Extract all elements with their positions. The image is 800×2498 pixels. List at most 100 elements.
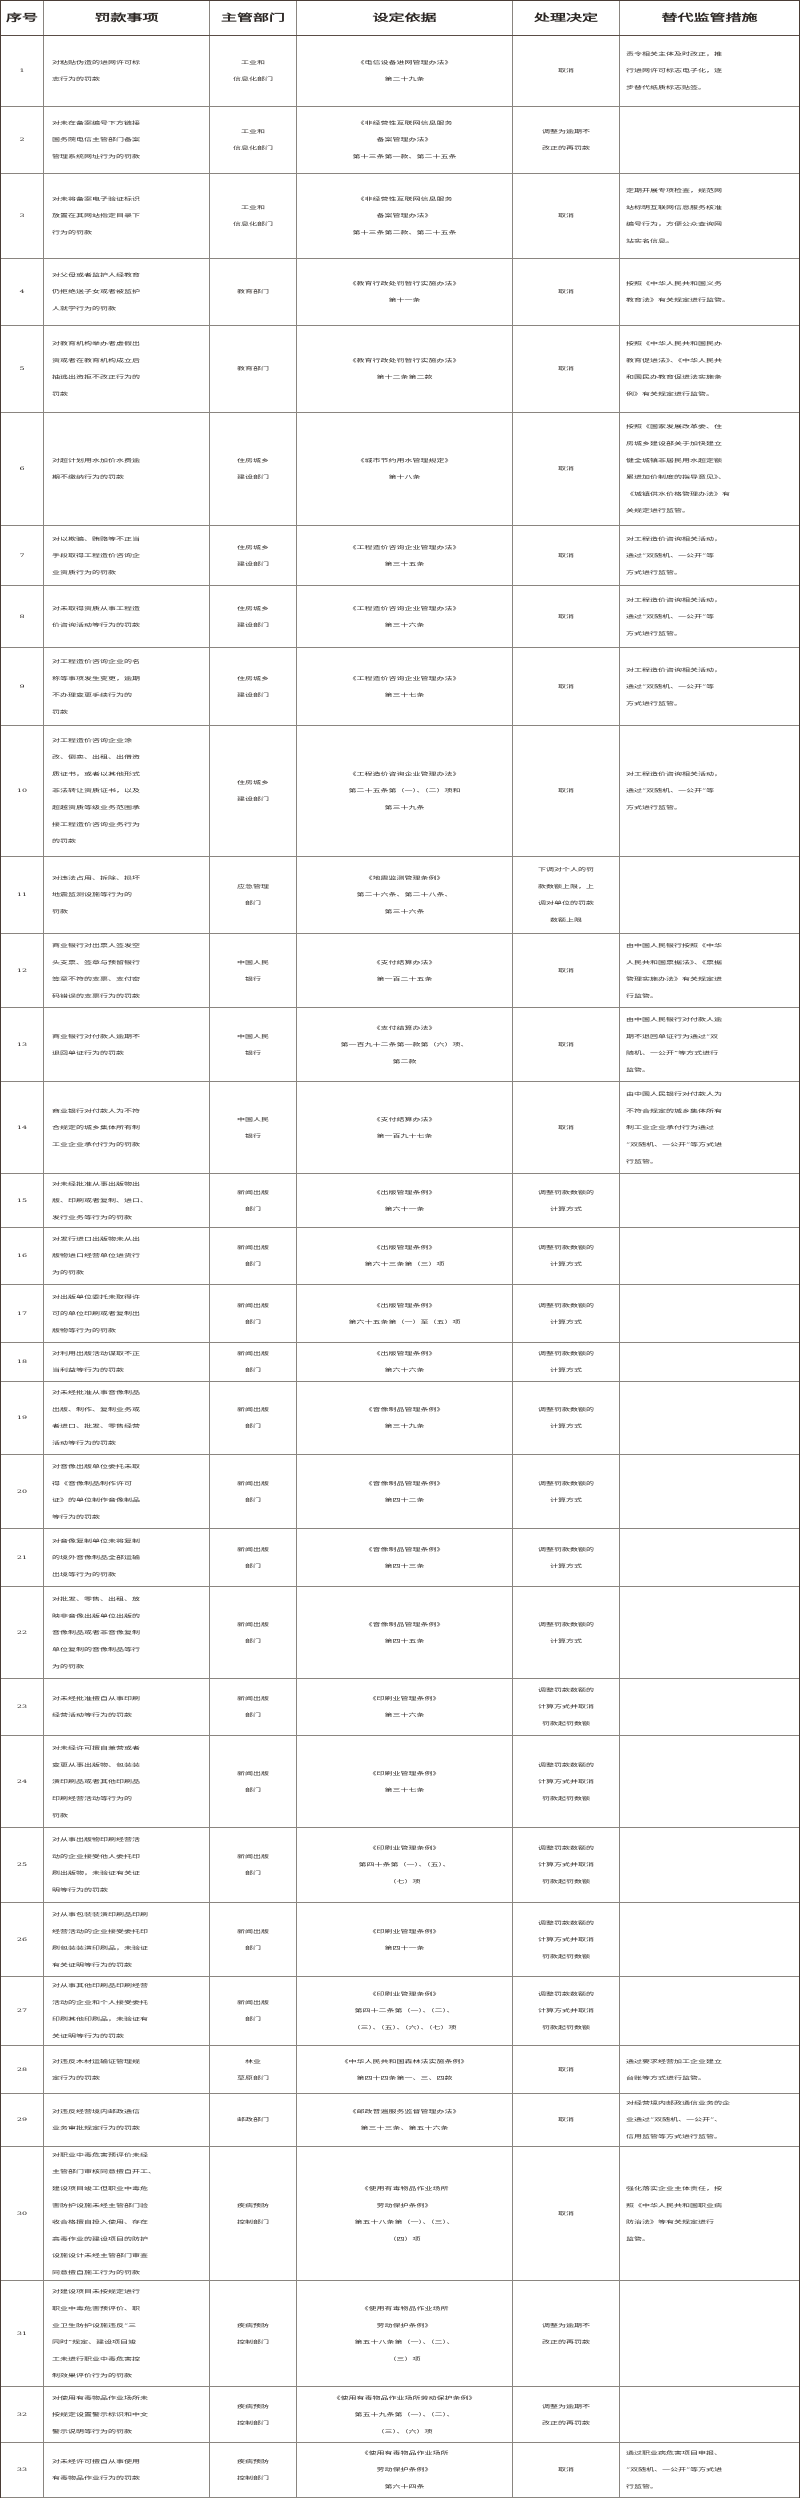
cell-decision: 取消 (513, 934, 620, 1007)
cell-legal-basis: 《电信设备进网管理办法》 第二十九条 (297, 36, 513, 106)
row-number-text: 16 (16, 1253, 28, 1259)
cell-decision: 调整罚款数额的 计算方式 (513, 1455, 620, 1528)
cell-legal-basis: 《音像制品管理条例》 第四十二条 (297, 1455, 513, 1528)
legal-basis-text: 《出版管理条例》 第六十六条 (372, 1350, 437, 1373)
cell-legal-basis: 《支付结算办法》 第一百二十五条 (297, 934, 513, 1007)
cell-row-number: 33 (1, 2443, 44, 2497)
cell-penalty-item: 对违反经营境内邮政通信 业务审批规定行为的罚款 (44, 2094, 210, 2146)
cell-penalty-item: 对音像出版单位委托未取 得《音像制品制作许可 证》的单位制作音像制品 等行为的罚… (44, 1455, 210, 1528)
cell-decision: 调整罚款数额的 计算方式 (513, 1285, 620, 1342)
cell-alternative-supervision: 按照《中华人民共和国义务 教育法》有关规定进行监管。 (620, 259, 799, 325)
penalty-item-text: 商业银行对付款人逾期不 退回单证行为的罚款 (52, 1033, 140, 1056)
alternative-supervision-text: 按照《国家发展改革委、住 房城乡建设部关于加快建立 健全城镇非居民用水超定额 累… (626, 424, 730, 514)
cell-decision: 取消 (513, 174, 620, 258)
decision-text: 取消 (558, 366, 574, 372)
cell-legal-basis: 《使用有毒物品作业场所 劳动保护条例》 第五十八条第（一）、（三）、 （四）项 (297, 2147, 513, 2280)
cell-department: 中国人民 银行 (210, 1082, 297, 1173)
cell-alternative-supervision (620, 1736, 799, 1827)
table-row: 33 对未经许可擅自从事使用 有毒物品作业行为的罚款 疾病预防 控制部门 《使用有毒物… (1, 2443, 799, 2498)
table-row: 4 对父母或者监护人经教育 仍拒绝送子女或者被监护 人就学行为的罚款 教育部门 《教育… (1, 259, 799, 326)
cell-penalty-item: 对超计划用水加价水费逾 期不缴纳行为的罚款 (44, 413, 210, 525)
cell-legal-basis: 《工程造价咨询企业管理办法》 第三十六条 (297, 586, 513, 647)
cell-alternative-supervision (620, 1587, 799, 1678)
table-row: 32 对使用有毒物品作业场所未 按规定设置警示标识和中文 警示说明等行为的罚款 疾病… (1, 2387, 799, 2443)
penalty-item-text: 对音像出版单位委托未取 得《音像制品制作许可 证》的单位制作音像制品 等行为的罚… (52, 1463, 140, 1520)
cell-row-number: 22 (1, 1587, 44, 1678)
table-row: 21 对音像复制单位未将复制 的境外音像制品全部运输 出境等行为的罚款 新闻出版 部… (1, 1529, 799, 1587)
row-number-text: 32 (16, 2411, 28, 2417)
table-row: 19 对未经批准从事音像制品 出版、制作、复制业务或 者进口、批发、零售经营 活动… (1, 1382, 799, 1455)
cell-alternative-supervision: 强化落实企业主体责任，按 照《中华人民共和国职业病 防治法》等有关规定进行 监管… (620, 2147, 799, 2280)
decision-text: 调整罚款数额的 计算方式 (538, 1621, 594, 1644)
penalty-item-text: 对发行进口出版物未从出 版物进口经营单位进货行 为的罚款 (52, 1236, 140, 1276)
cell-alternative-supervision (620, 1382, 799, 1454)
alternative-supervision-text: 通过要求经营加工企业建立 台账等方式进行监管。 (626, 2058, 722, 2081)
cell-department: 工业和 信息化部门 (210, 174, 297, 258)
table-row: 23 对未经批准擅自从事印刷 经营活动等行为的罚款 新闻出版 部门 《印刷业管理条例》… (1, 1679, 799, 1736)
department-text: 中国人民 银行 (237, 959, 269, 982)
cell-department: 住房城乡 建设部门 (210, 586, 297, 647)
cell-penalty-item: 对违反木材运输证管理规 定行为的罚款 (44, 2046, 210, 2093)
row-number-text: 22 (16, 1629, 28, 1635)
alternative-supervision-text: 由中国人民银行按照《中华 人民共和国票据法》、《票据 管理实施办法》有关规定进 … (626, 942, 722, 999)
table-row: 24 对未经许可擅自兼营或者 变更从事出版物、包装装 潢印刷品或者其他印刷品 印刷… (1, 1736, 799, 1828)
cell-row-number: 18 (1, 1343, 44, 1381)
decision-text: 处理决定 (533, 12, 598, 24)
cell-row-number: 28 (1, 2046, 44, 2093)
legal-basis-text: 《出版管理条例》 第六十三条第（三）项 (364, 1244, 445, 1267)
cell-alternative-supervision: 通过要求经营加工企业建立 台账等方式进行监管。 (620, 2046, 799, 2093)
cell-department: 新闻出版 部门 (210, 1736, 297, 1827)
row-number-text: 12 (16, 967, 28, 973)
cell-row-number: 10 (1, 726, 44, 856)
table-row: 7 对以欺骗、贿赂等不正当 手段取得工程造价咨询企 业资质行为的罚款 住房城乡 建设… (1, 526, 799, 586)
cell-row-number: 21 (1, 1529, 44, 1586)
department-text: 教育部门 (237, 366, 269, 372)
cell-decision: 取消 (513, 2094, 620, 2146)
cell-alternative-supervision (620, 1455, 799, 1528)
cell-legal-basis: 《音像制品管理条例》 第三十九条 (297, 1382, 513, 1454)
cell-decision: 调整罚款数额的 计算方式 (513, 1382, 620, 1454)
cell-penalty-item: 对发行进口出版物未从出 版物进口经营单位进货行 为的罚款 (44, 1228, 210, 1284)
department-text: 新闻出版 部门 (237, 1406, 269, 1429)
cell-penalty-item: 对使用有毒物品作业场所未 按规定设置警示标识和中文 警示说明等行为的罚款 (44, 2387, 210, 2442)
department-text: 疾病预防 控制部门 (237, 2202, 269, 2225)
cell-decision: 取消 (513, 648, 620, 725)
cell-department: 新闻出版 部门 (210, 1382, 297, 1454)
cell-alternative-supervision: 按照《国家发展改革委、住 房城乡建设部关于加快建立 健全城镇非居民用水超定额 累… (620, 413, 799, 525)
row-number-text: 30 (16, 2210, 28, 2216)
decision-text: 调整罚款数额的 计算方式并取消 罚款起罚数额 (538, 1991, 594, 2031)
table-row: 1 对粘贴伪造的进网许可标 志行为的罚款 工业和 信息化部门 《电信设备进网管理办法》… (1, 36, 799, 107)
row-number-text: 21 (16, 1554, 28, 1560)
penalty-item-text: 商业银行对出票人签发空 头支票、签章与预留银行 签章不符的支票、支付密 码错误的… (52, 942, 140, 999)
table-row: 29 对违反经营境内邮政通信 业务审批规定行为的罚款 邮政部门 《邮政普遍服务监督管理… (1, 2094, 799, 2147)
row-number-text: 13 (16, 1041, 28, 1047)
decision-text: 调整罚款数额的 计算方式并取消 罚款起罚数额 (538, 1761, 594, 1801)
row-number-text: 33 (16, 2467, 28, 2473)
legal-basis-text: 《支付结算办法》 第一百二十五条 (372, 959, 437, 982)
decision-text: 调整罚款数额的 计算方式 (538, 1406, 594, 1429)
row-number-text: 3 (19, 213, 25, 219)
decision-text: 取消 (558, 613, 574, 619)
cell-decision: 取消 (513, 2046, 620, 2093)
cell-alternative-supervision (620, 1285, 799, 1342)
legal-basis-text: 《电信设备进网管理办法》 第二十九条 (356, 59, 453, 82)
department-text: 新闻出版 部门 (237, 1350, 269, 1373)
cell-row-number: 20 (1, 1455, 44, 1528)
table-row: 27 对从事其他印刷品印刷经营 活动的企业和个人接受委托 印刷其他印刷品，未验证有… (1, 1977, 799, 2046)
department-text: 新闻出版 部门 (237, 1999, 269, 2022)
cell-penalty-item: 对未经批准擅自从事印刷 经营活动等行为的罚款 (44, 1679, 210, 1735)
header-department: 主管部门 (210, 1, 297, 35)
alternative-supervision-text: 对工程造价咨询相关活动， 通过“双随机、一公开”等 方式进行监管。 (626, 535, 722, 575)
legal-basis-text: 《印刷业管理条例》 第三十七条 (368, 1770, 441, 1793)
cell-legal-basis: 《工程造价咨询企业管理办法》 第三十五条 (297, 526, 513, 585)
department-text: 新闻出版 部门 (237, 1480, 269, 1503)
cell-row-number: 5 (1, 326, 44, 412)
cell-legal-basis: 《出版管理条例》 第六十五条第（一）至（五）项 (297, 1285, 513, 1342)
cell-legal-basis: 《使用有毒物品作业场所 劳动保护条例》 第五十八条第（一）、（二）、 （三）项 (297, 2281, 513, 2386)
cell-decision: 调整罚款数额的 计算方式 (513, 1228, 620, 1284)
cell-department: 新闻出版 部门 (210, 1587, 297, 1678)
row-number-text: 27 (16, 2008, 28, 2014)
penalty-item-text: 对超计划用水加价水费逾 期不缴纳行为的罚款 (52, 457, 140, 480)
cell-penalty-item: 商业银行对付款人为不符 合规定的城乡集体所有制 工业企业承付行为的罚款 (44, 1082, 210, 1173)
legal-basis-text: 《中华人民共和国森林法实施条例》 第四十四条第一、三、四款 (340, 2058, 469, 2081)
